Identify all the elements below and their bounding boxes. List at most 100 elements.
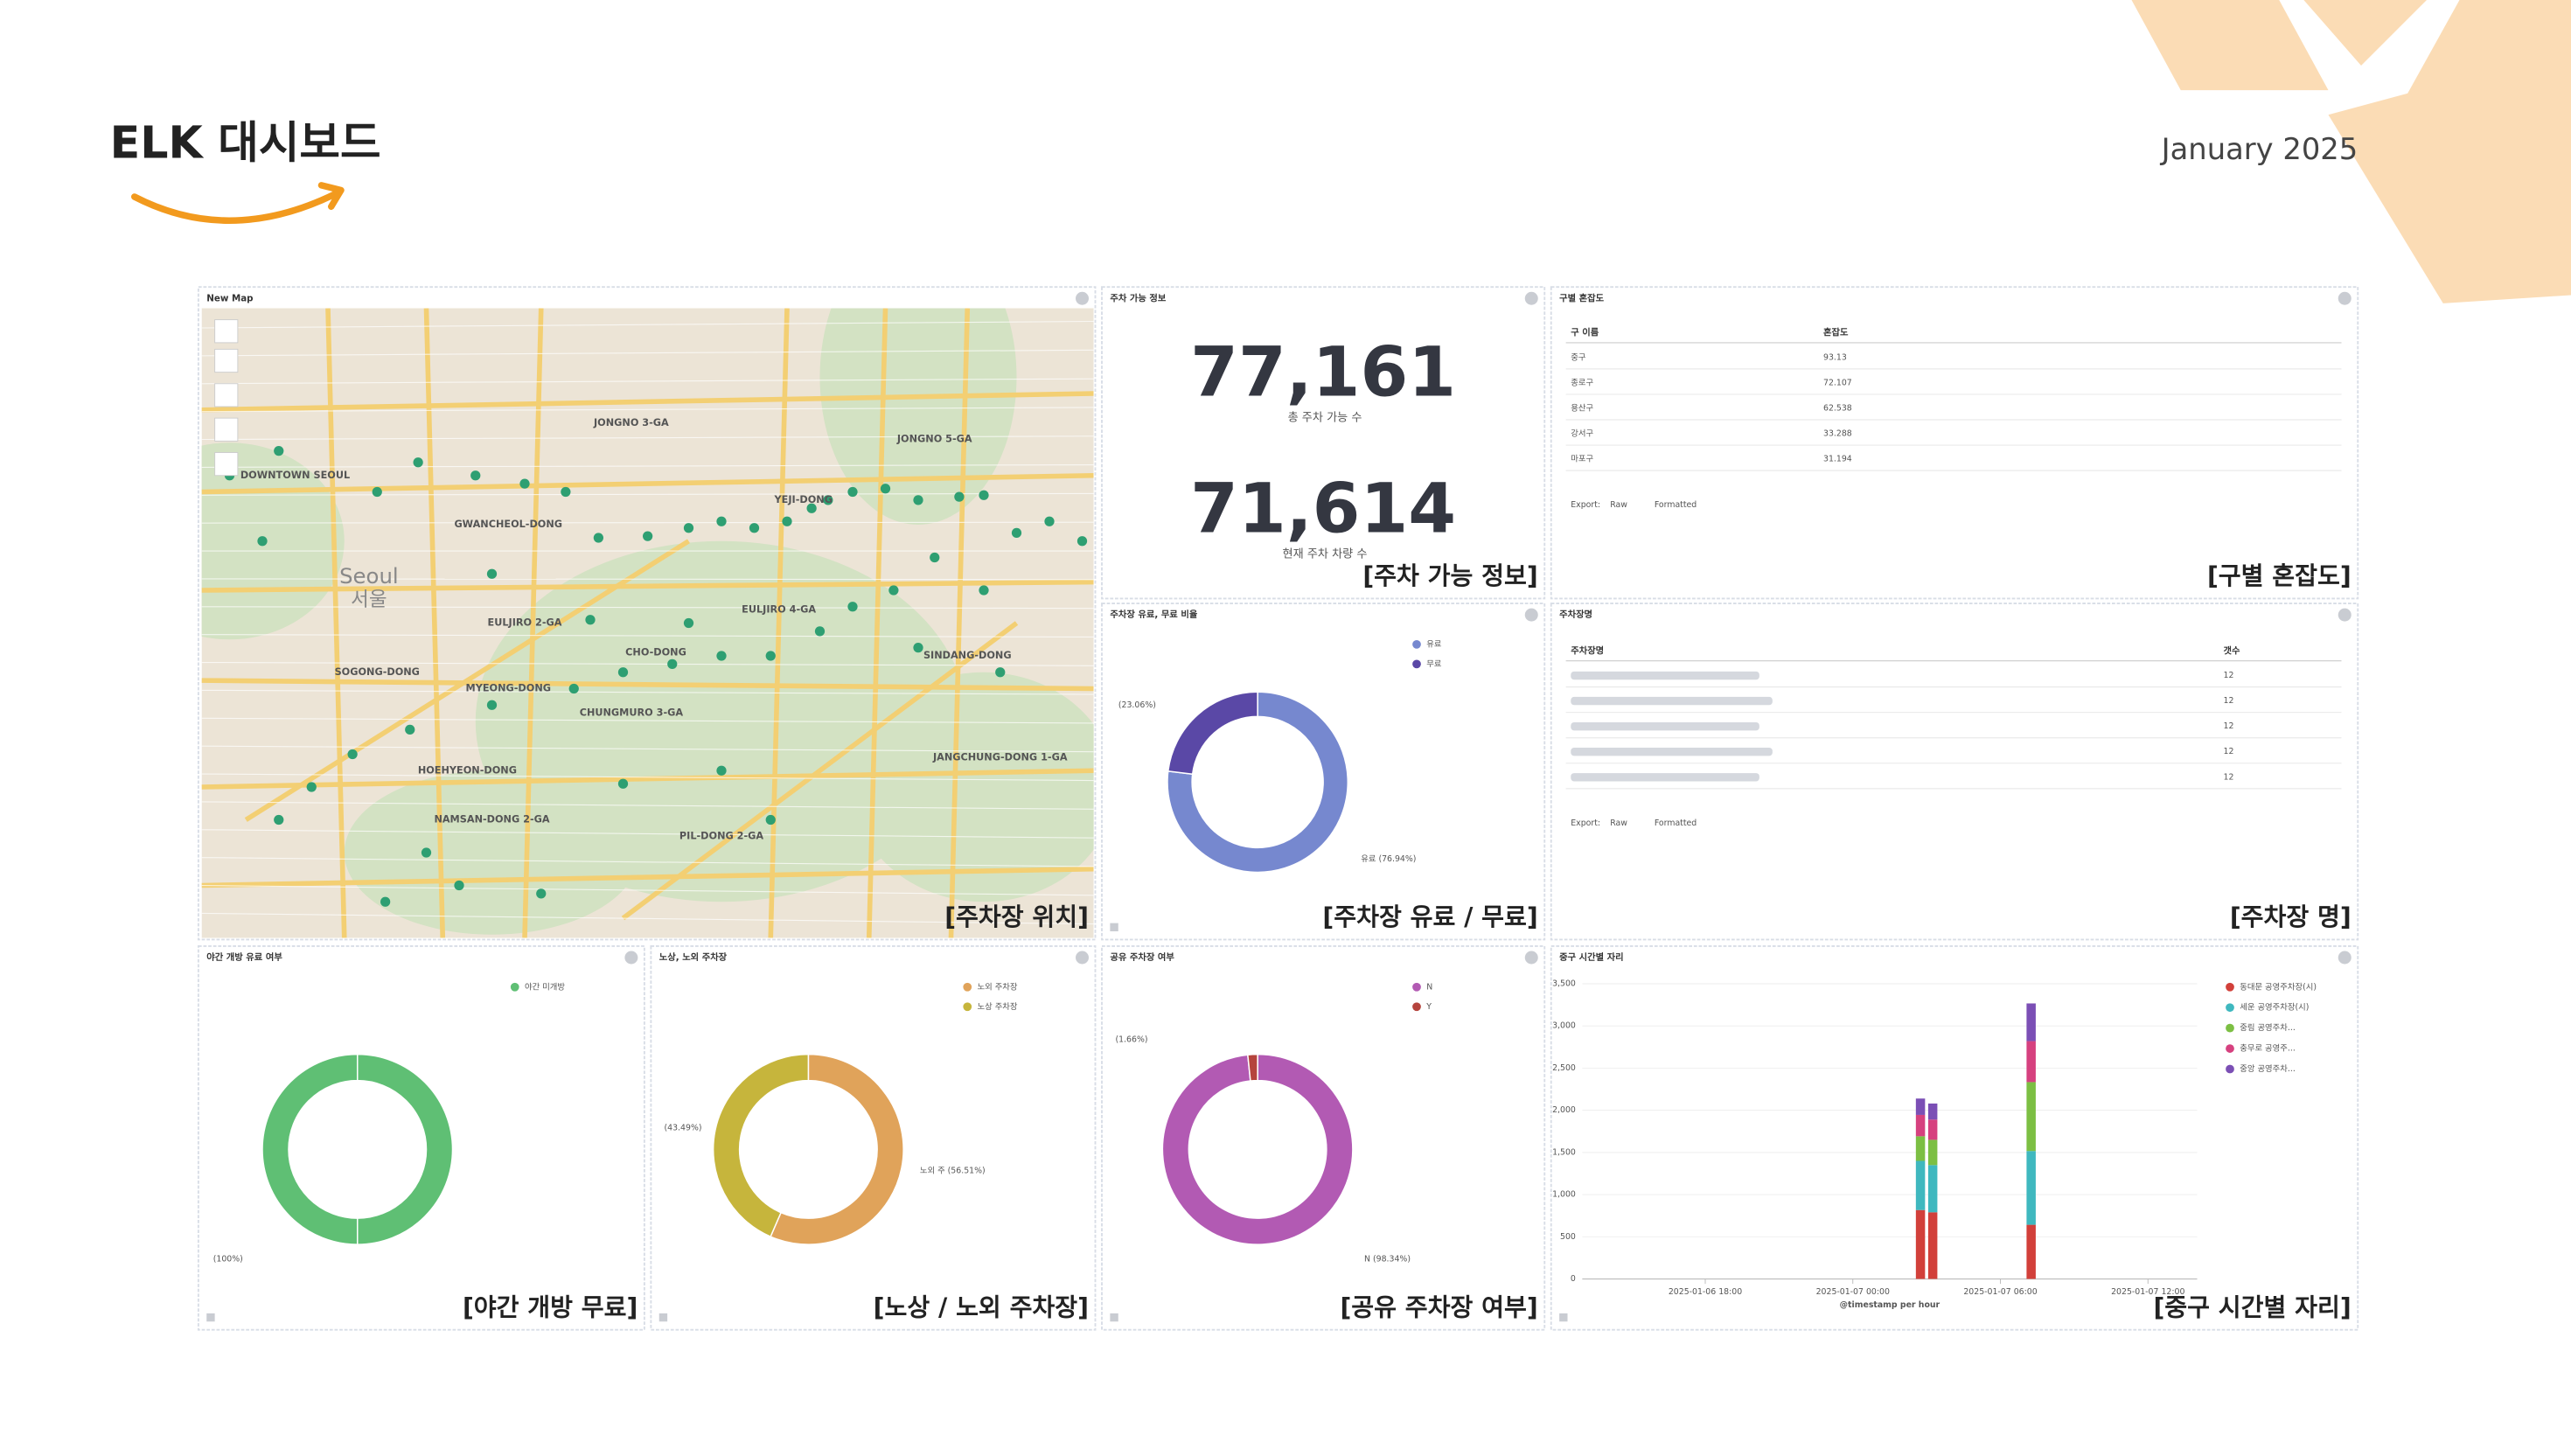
donut-slice <box>1161 1053 1354 1245</box>
map-tool[interactable] <box>214 417 239 442</box>
export-link[interactable]: Formatted <box>1655 500 1697 510</box>
legend-label: 유료 <box>1426 639 1442 649</box>
legend-label: 무료 <box>1426 659 1442 669</box>
map-label: YEJI-DONG <box>774 494 833 505</box>
export-link[interactable]: Formatted <box>1655 819 1697 828</box>
legend-label: N <box>1426 982 1432 992</box>
panel <box>1101 286 1546 600</box>
street <box>201 634 1094 637</box>
panel <box>1550 944 2359 1331</box>
parking-dot <box>765 651 776 661</box>
donut-slice <box>1167 691 1348 874</box>
table-header: 갯수 <box>2224 644 2240 656</box>
export-link[interactable]: Raw <box>1610 500 1627 510</box>
map-label: CHO-DONG <box>625 646 686 658</box>
parking-dot <box>561 486 571 498</box>
value-label: (43.49%) <box>665 1124 702 1133</box>
table-header: 주차장명 <box>1571 644 1604 656</box>
parking-dot <box>683 523 694 533</box>
parking-dot <box>405 724 415 735</box>
legend-dot <box>963 982 972 992</box>
parking-dot <box>888 585 899 596</box>
bar-segment <box>1915 1114 1926 1137</box>
street <box>201 717 1094 724</box>
street <box>201 378 1094 385</box>
parking-dot <box>454 880 464 891</box>
table-cell: 12 <box>2224 747 2234 756</box>
value-label: N (98.34%) <box>1364 1255 1411 1264</box>
parking-dot <box>806 503 817 513</box>
map-caption: [주차장 위치] <box>944 902 1089 931</box>
stat-value: 77,161 <box>1190 332 1456 413</box>
parking-dot <box>372 486 382 498</box>
panel-gear <box>1524 608 1538 622</box>
legend-label: 중앙 공영주차... <box>2240 1063 2296 1074</box>
parking-dot <box>765 814 776 826</box>
parking-dot <box>667 658 678 669</box>
table-cell: 62.538 <box>1823 403 1852 413</box>
name-blur <box>1571 748 1773 756</box>
street <box>201 773 1094 782</box>
road <box>621 621 1019 921</box>
street <box>201 912 1094 925</box>
table-cell: 72.107 <box>1823 378 1852 387</box>
table-cell: 31.194 <box>1823 455 1852 464</box>
park <box>344 770 640 935</box>
map-label: SOGONG-DONG <box>335 666 420 678</box>
map-label: GWANCHEOL-DONG <box>454 519 562 530</box>
value-label: (23.06%) <box>1118 700 1156 710</box>
panel-header: 주차장 유료, 무료 비율 <box>1110 609 1197 620</box>
y-tick-label: 1,500 <box>1552 1147 1576 1157</box>
deco-shape <box>2328 49 2571 303</box>
name-blur <box>1571 671 1759 680</box>
panel-header: 구별 혼잡도 <box>1559 292 1604 303</box>
panel-icon <box>1110 923 1118 931</box>
road <box>201 579 1094 593</box>
table-cell: 12 <box>2224 772 2234 782</box>
parking-dot <box>470 470 481 481</box>
parking-dot <box>847 602 858 612</box>
y-tick-label: 3,500 <box>1552 979 1576 989</box>
parking-dot <box>306 782 317 792</box>
road <box>201 391 1094 413</box>
panel-icon <box>206 1313 215 1322</box>
legend-dot <box>2226 1064 2234 1074</box>
table-cell: 종로구 <box>1571 378 1593 387</box>
parking-dot <box>643 531 653 541</box>
map-tool[interactable] <box>214 319 239 344</box>
street <box>201 578 1094 581</box>
map-tool[interactable] <box>214 348 239 373</box>
map-tool[interactable] <box>214 383 239 408</box>
legend-dot <box>963 1002 972 1012</box>
export-link[interactable]: Raw <box>1610 819 1627 828</box>
y-tick-label: 500 <box>1560 1232 1576 1242</box>
road <box>201 866 1094 888</box>
map-label: Seoul <box>339 563 399 589</box>
panel-caption: [공유 주차장 여부] <box>1340 1292 1537 1321</box>
panel-caption: [야간 개방 무료] <box>463 1292 638 1321</box>
bar-segment <box>2026 1224 2036 1279</box>
panel-caption: [중구 시간별 자리] <box>2153 1292 2351 1321</box>
legend-dot <box>1412 640 1421 649</box>
name-blur <box>1571 696 1773 706</box>
table-cell: 33.288 <box>1823 428 1852 438</box>
parking-dot <box>995 667 1006 678</box>
street <box>201 435 1094 441</box>
map-tool[interactable] <box>214 452 239 477</box>
export-link: Export: <box>1571 500 1600 510</box>
panel <box>1550 286 2359 600</box>
table-cell: 12 <box>2224 721 2234 731</box>
x-tick-label: 2025-01-07 12:00 <box>2111 1287 2184 1297</box>
panel-header: 야간 개방 유료 여부 <box>206 951 282 963</box>
parking-dot <box>413 457 423 468</box>
bar-segment <box>1927 1119 1938 1140</box>
panel-caption: [주차장 명] <box>2230 902 2352 931</box>
stat-label: 총 주차 가능 수 <box>1288 411 1362 425</box>
x-tick-label: 2025-01-06 18:00 <box>1669 1287 1742 1297</box>
y-tick-label: 0 <box>1571 1274 1576 1284</box>
parking-dot <box>782 516 792 526</box>
donut-slice <box>712 1053 810 1238</box>
parking-dot <box>979 490 989 500</box>
parking-dot <box>716 765 727 776</box>
map-label: NAMSAN-DONG 2-GA <box>434 814 549 826</box>
